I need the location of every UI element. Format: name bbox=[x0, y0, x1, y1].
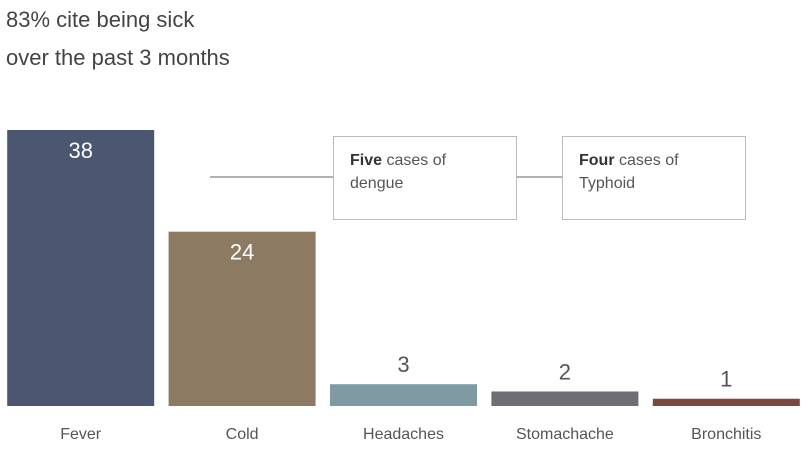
bar bbox=[491, 391, 639, 406]
x-tick-label: Cold bbox=[226, 426, 259, 443]
annotation-emphasis: Four bbox=[579, 152, 615, 169]
value-label: 38 bbox=[68, 138, 92, 163]
x-tick-label: Stomachache bbox=[516, 426, 614, 443]
value-label: 3 bbox=[397, 352, 409, 377]
bar bbox=[330, 384, 477, 406]
bar bbox=[652, 398, 800, 406]
chart-subtitle: over the past 3 months bbox=[6, 45, 230, 70]
annotation-text: cases of dengue bbox=[350, 152, 447, 192]
x-tick-label: Fever bbox=[60, 426, 102, 443]
annotation-emphasis: Five bbox=[350, 152, 383, 169]
chart-title: 83% cite being sick bbox=[6, 7, 195, 32]
value-label: 2 bbox=[559, 359, 571, 384]
bar bbox=[7, 130, 155, 406]
x-tick-label: Bronchitis bbox=[691, 426, 761, 443]
bar bbox=[168, 231, 316, 406]
annotation: Four cases of Typhoid bbox=[562, 136, 746, 220]
annotation: Five cases of dengue bbox=[333, 136, 517, 220]
x-tick-label: Headaches bbox=[363, 426, 444, 443]
value-label: 24 bbox=[230, 239, 254, 264]
value-label: 1 bbox=[720, 367, 732, 392]
annotation-text: cases of Typhoid bbox=[579, 152, 679, 192]
